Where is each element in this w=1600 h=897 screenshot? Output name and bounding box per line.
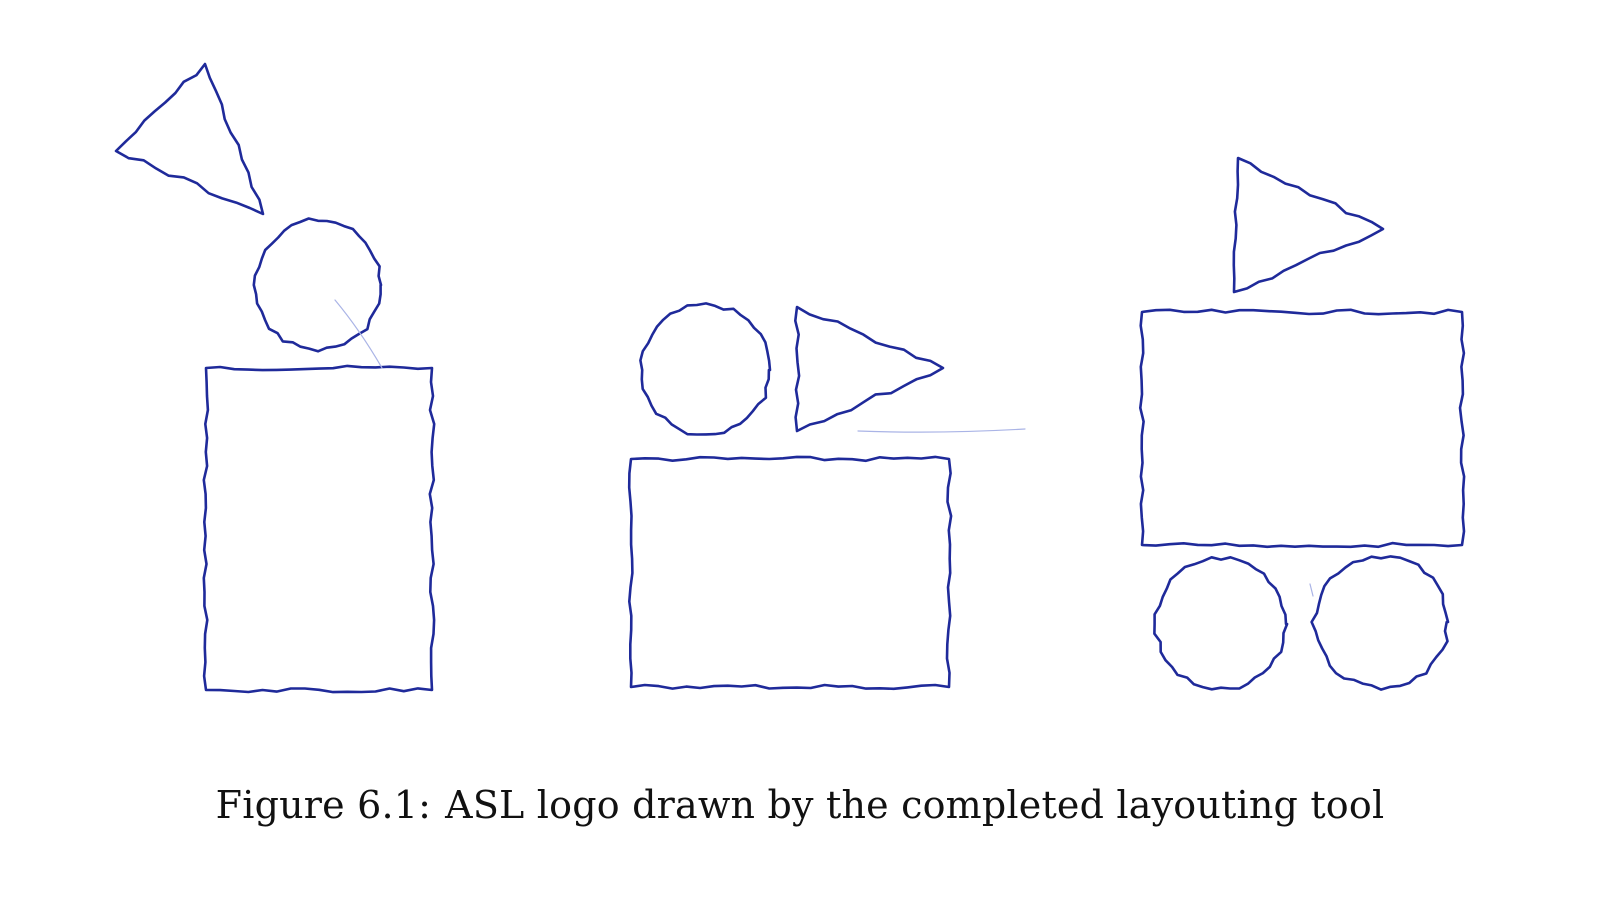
drawing-vehicle-triangle-shape bbox=[1232, 156, 1385, 294]
drawing-vehicle-right-wheel-shape bbox=[1310, 555, 1450, 691]
caption-text: ASL logo drawn by the completed layoutin… bbox=[445, 783, 1385, 827]
drawing-person-triangle-shape bbox=[114, 62, 265, 216]
caption-number: Figure 6.1: bbox=[215, 783, 432, 827]
drawing-person-circle-shape bbox=[252, 217, 383, 353]
drawing-vehicle-rectangle-shape bbox=[1139, 308, 1466, 549]
drawing-cart-triangle-shape bbox=[794, 305, 945, 433]
asl-logo-figure bbox=[114, 62, 1466, 694]
ink-strokes bbox=[114, 62, 1466, 694]
drawing-person-faint-stroke bbox=[334, 299, 383, 369]
drawing-cart-faint-stroke bbox=[857, 428, 1026, 433]
drawing-vehicle-left-wheel-shape bbox=[1153, 556, 1289, 691]
figure-caption: Figure 6.1: ASL logo drawn by the complet… bbox=[0, 783, 1600, 827]
drawing-vehicle-faint-stroke bbox=[1309, 583, 1314, 597]
drawing-person-rectangle-shape bbox=[202, 364, 436, 694]
drawing-cart-circle-shape bbox=[639, 302, 772, 436]
drawing-cart-rectangle-shape bbox=[627, 455, 953, 691]
